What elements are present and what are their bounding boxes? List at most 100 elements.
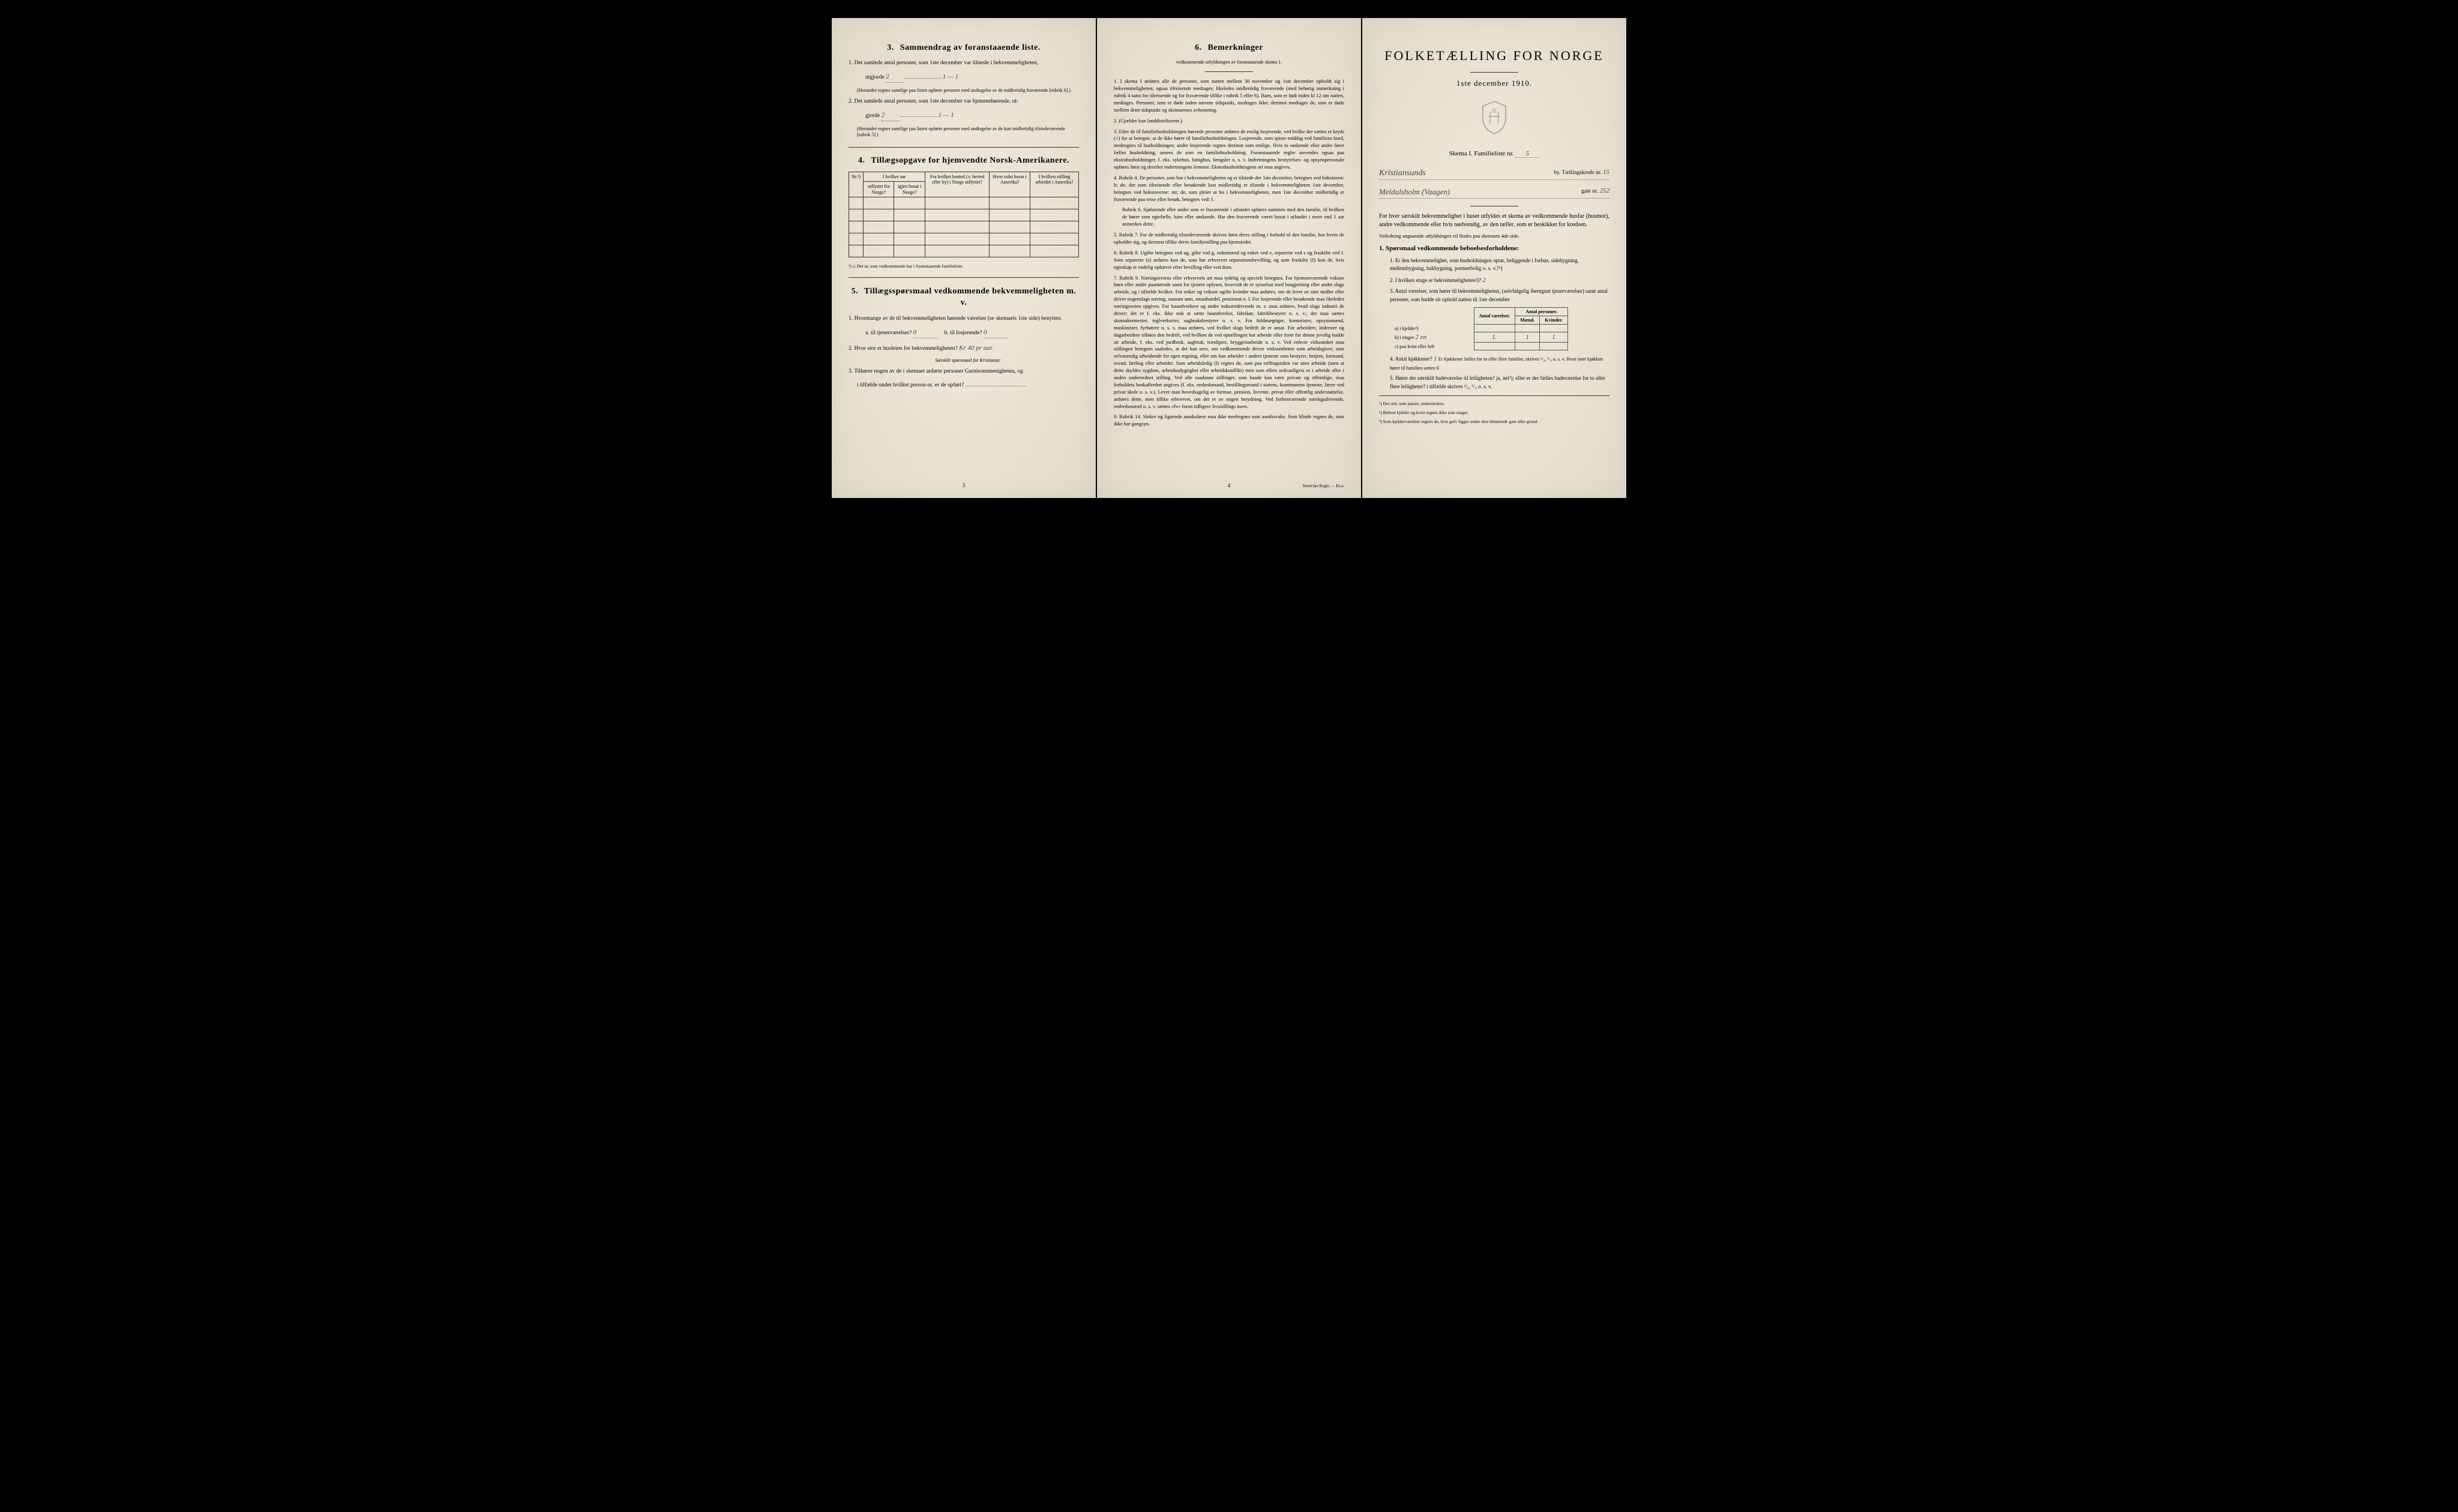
table-row: a) i kjelder³) [1390,325,1568,332]
divider [1379,395,1609,396]
gjorde-label: gjorde [865,113,880,119]
th-personer: Antal personer. [1515,308,1568,316]
divider [849,147,1079,148]
skema-line: Skema I. Familieliste nr. 5 [1379,150,1609,158]
q1-item-3: 3. Antal værelser, som hører til bekvemm… [1390,287,1609,304]
remark-6: 6. Rubrik 8. Ugifte betegnes ved ug, gif… [1114,250,1344,271]
section-4-title: 4. Tillægsopgave for hjemvendte Norsk-Am… [849,156,1079,166]
item2-value: 2 [1482,277,1486,284]
coat-of-arms-icon [1379,100,1609,138]
table-row [849,221,1079,233]
table-row: c) paa kvist eller loft [1390,343,1568,350]
item1-dividers: 1 — 1 [943,73,958,80]
q1-item-1: 1. Er den bekvemmelighet, som husholdnin… [1390,257,1609,273]
section-5-item-3: 3. Tilhører nogen av de i skemaet anført… [849,367,1079,376]
subtitle: 1ste december 1910. [1379,79,1609,88]
section-5-title: 5. Tillægsspørsmaal vedkommende bekvemme… [849,286,1079,308]
th-stilling: I hvilken stilling arbeidet i Amerika? [1030,172,1078,197]
footnote-2: ²) Beboet kjelder og kvist regnes ikke s… [1379,410,1609,415]
street-value: Meldalsholm (Vaagen) [1379,187,1450,197]
section-5-number: 5. [852,286,859,297]
item1a-label: a. til tjenerværelser? [865,330,912,336]
section-6-number: 6. [1195,43,1202,53]
section-4-footnote: ¹) ɔ: Det nr. som vedkommende har i fora… [849,263,1079,269]
divider-short [1470,72,1518,73]
remark-8: 8. Rubrik 14. Sinker og lignende aandssl… [1114,413,1344,428]
th-sidst: Hvor sidst bosat i Amerika? [990,172,1030,197]
row-c-label: c) paa kvist eller loft [1390,343,1474,350]
gate-label: gate nr. [1581,188,1598,194]
page-number: 3 [832,482,1096,488]
section-3-item-1: 1. Det samlede antal personer, som 1ste … [849,59,1079,67]
divider-short [1205,71,1253,72]
section-4-number: 4. [858,156,865,166]
th-nr: Nr.¹) [849,172,864,197]
section-1-number: 1. [1379,245,1384,252]
by-line: Kristiansunds by. Tællingskreds nr. 15 [1379,169,1609,180]
gate-value: 252 [1600,187,1610,194]
section-3-number: 3. [887,43,894,53]
remark-3: 3. Efter de til familiehusholdningen hør… [1114,128,1344,171]
section-5-item-1: 1. Hvormange av de til bekvemmeligheten … [849,314,1079,323]
table-row [849,209,1079,221]
item1b-label: b. til losjerende? [945,330,982,336]
footnote-1: ¹) Det ord, som passer, understrekes. [1379,401,1609,406]
row-a-label: a) i kjelder³) [1390,325,1474,332]
section-3-item-2b: gjorde 2 1 — 1 [849,110,1079,121]
section-1-title: 1. Spørsmaal vedkommende beboelsesforhol… [1379,245,1609,252]
item3b-label: i tilfælde under hvilket person-nr. er d… [857,382,964,388]
section-5-item-1ab: a. til tjenerværelser? 0 b. til losjeren… [849,328,1079,338]
item1a-value: 0 [913,328,937,338]
by-label: by. Tællingskreds nr. [1554,170,1601,176]
section-5-heading: Tillægsspørsmaal vedkommende bekvemmelig… [864,287,1077,307]
utgjorde-label: utgjorde [865,74,885,80]
skema-value: 5 [1515,150,1539,158]
footnote-3: ³) Som kjelderværelser regnes de, hvis g… [1379,419,1609,424]
item4-value: 1 [1434,355,1437,362]
table-row [849,197,1079,209]
section-1-heading: Spørsmaal vedkommende beboelsesforholden… [1386,245,1519,252]
page-3: 3. Sammendrag av foranstaaende liste. 1.… [832,18,1096,498]
row-b-maend: 1 [1515,332,1540,343]
street-line: Meldalsholm (Vaagen) gate nr. 252 [1379,187,1609,199]
table-row [849,233,1079,245]
row-b-value: 2 en [1415,334,1426,341]
q1-item-5: 5. Hører der særskilt badeværelse til le… [1390,374,1609,391]
item2-dividers: 1 — 1 [938,112,954,119]
section-5-item-2-note: Særskilt spørsmaal for Kristiania: [857,358,1079,364]
th-utflyttet: utflyttet fra Norge? [864,182,894,197]
item4-label: 4. Antal kjøkkener? [1390,356,1432,362]
by-value: Kristiansunds [1379,169,1426,178]
intro-text: For hver særskilt bekvemmelighet i huset… [1379,212,1609,229]
section-5-item-2: 2. Hvor stor er husleien for bekvemmelig… [849,343,1079,353]
section-4-heading: Tillægsopgave for hjemvendte Norsk-Ameri… [871,156,1069,165]
section-3-title: 3. Sammendrag av foranstaaende liste. [849,43,1079,53]
section-5-item-3b: i tilfælde under hvilket person-nr. er d… [849,381,1079,389]
divider [849,277,1079,278]
th-bosted: Fra hvilket bosted (ɔ: herred eller by) … [925,172,990,197]
kreds-value: 15 [1603,169,1609,176]
table-row [849,245,1079,257]
row-b-vaer: 1. [1474,332,1515,343]
section-3-item-2-note: (Herunder regnes samtlige paa listen opf… [857,126,1079,139]
table-row: b) i etager 2 en 1. 1 1 [1390,332,1568,343]
th-igjen: igjen bosat i Norge? [894,182,925,197]
row-b-label: b) i etager [1395,335,1414,340]
th-aar: I hvilket aar [864,172,925,182]
remark-5: 5. Rubrik 7. For de midlertidig tilstede… [1114,232,1344,246]
section-6-heading: Bemerkninger [1208,43,1263,52]
norsk-amerikanere-table: Nr.¹) I hvilket aar Fra hvilket bosted (… [849,172,1079,258]
section-6-title: 6. Bemerkninger [1114,43,1344,53]
th-kvinder: Kvinder. [1540,316,1568,325]
q1-item-2: 2. I hvilken etage er bekvemmeligheten²)… [1390,275,1609,286]
section-3-item-1-note: (Herunder regnes samtlige paa listen opf… [857,88,1079,94]
remark-2: 2. (Gjælder kun landdistrikterne.) [1114,118,1344,125]
rooms-table: Antal værelser. Antal personer. Mænd. Kv… [1390,307,1568,350]
item2-value: Kr 40 pr aar [959,344,993,352]
skema-label: Skema I. Familieliste nr. [1449,150,1514,157]
row-b: b) i etager 2 en [1390,332,1474,343]
section-3-item-1b: utgjorde 2 1 — 1 [849,72,1079,83]
item2-label: 2. I hvilken etage er bekvemmeligheten²)… [1390,277,1481,283]
section-3-heading: Sammendrag av foranstaaende liste. [900,43,1041,52]
row-b-kvinder: 1 [1540,332,1568,343]
